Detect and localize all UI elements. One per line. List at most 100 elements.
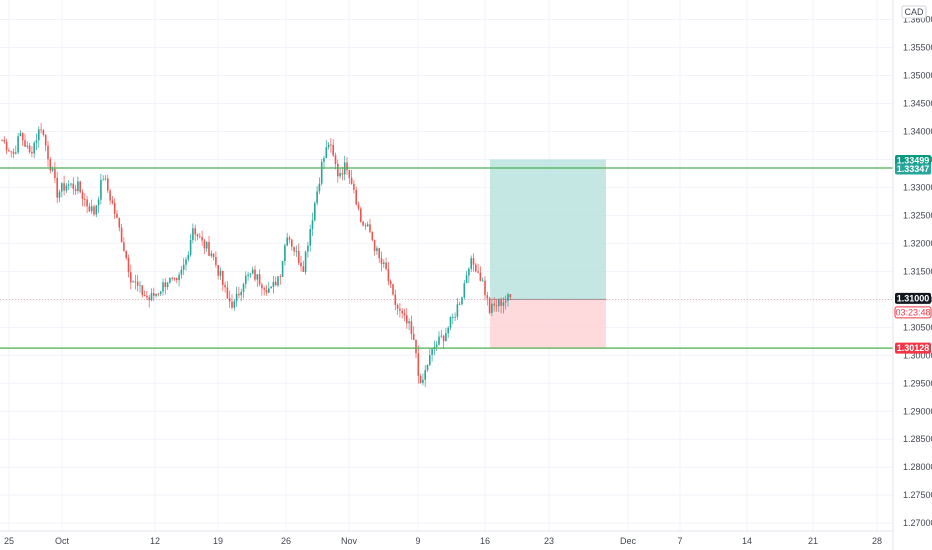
candle-up [19, 133, 22, 137]
candle-down [330, 144, 332, 146]
candle-up [314, 203, 316, 221]
candle-down [10, 151, 12, 153]
candle-up [504, 300, 507, 303]
candle-up [272, 281, 275, 287]
candle-up [219, 270, 222, 276]
candle-down [403, 313, 406, 316]
candle-down [84, 199, 86, 200]
candle-up [470, 258, 472, 269]
candle-down [3, 139, 6, 142]
candle-down [79, 181, 81, 193]
candle-up [465, 275, 468, 284]
candle-up [323, 158, 325, 162]
candle-down [477, 271, 479, 273]
x-tick-label: 19 [213, 536, 223, 546]
candle-down [224, 284, 226, 288]
candle-up [481, 280, 484, 282]
candle-down [355, 189, 357, 205]
y-tick-label: 1.29500 [903, 378, 932, 388]
candle-up [240, 291, 242, 296]
candle-up [438, 336, 440, 345]
candle-up [307, 245, 309, 252]
grid-lines [0, 0, 893, 531]
x-tick-label: 16 [480, 536, 490, 546]
y-tick-label: 1.27500 [903, 490, 932, 500]
candle-up [35, 140, 38, 143]
candle-down [130, 272, 132, 283]
candle-down [410, 321, 413, 335]
countdown-badge-bg [894, 306, 932, 319]
candle-down [88, 206, 91, 212]
candle-up [242, 284, 245, 292]
level-upper-badge-bg [895, 163, 931, 175]
y-tick-label: 1.32000 [903, 238, 932, 248]
candle-down [493, 303, 495, 306]
candle-up [26, 145, 29, 147]
horizontal-levels[interactable] [0, 167, 893, 349]
candle-down [93, 206, 95, 215]
candle-up [286, 237, 288, 246]
candle-down [258, 274, 261, 285]
candle-down [387, 269, 390, 282]
candle-down [293, 246, 295, 252]
candle-up [159, 291, 162, 294]
candle-up [58, 191, 61, 198]
candle-up [435, 344, 438, 347]
stop-price-badge: 1.30128 [897, 343, 930, 353]
candle-down [44, 134, 47, 146]
target-price-badge: 1.33499 [897, 155, 930, 165]
candle-up [185, 259, 187, 265]
candle-up [445, 333, 447, 342]
position-zones[interactable] [0, 159, 893, 349]
candle-down [385, 262, 387, 270]
countdown-badge: 03:23:48 [895, 307, 930, 317]
candle-up [150, 293, 153, 301]
candles [1, 123, 512, 387]
candle-down [228, 298, 231, 302]
candle-down [495, 305, 498, 307]
candle-down [24, 140, 26, 147]
candle-up [33, 142, 35, 154]
candle-up [376, 248, 378, 251]
candle-down [394, 294, 397, 306]
x-tick-label: 21 [808, 536, 818, 546]
candle-down [111, 200, 114, 203]
candle-down [291, 239, 293, 247]
candle-down [12, 151, 15, 154]
candle-down [21, 133, 24, 141]
candle-up [162, 282, 164, 292]
y-tick-label: 1.28000 [903, 462, 932, 472]
x-tick-label: Dec [620, 536, 637, 546]
candle-down [288, 237, 291, 240]
candle-down [8, 150, 10, 152]
candle-down [362, 221, 364, 226]
candle-up [178, 274, 180, 281]
candle-down [49, 159, 52, 171]
candle-down [274, 281, 277, 286]
candle-up [491, 303, 493, 313]
candle-down [215, 257, 217, 266]
candle-up [458, 304, 461, 305]
candle-down [364, 225, 367, 227]
candle-down [86, 199, 88, 207]
y-tick-label: 1.36000 [903, 15, 932, 25]
candle-down [107, 178, 109, 191]
y-tick-label: 1.30500 [903, 322, 932, 332]
target-price-badge-bg [895, 154, 931, 166]
candle-down [472, 258, 475, 265]
x-tick-label: 12 [150, 536, 160, 546]
candle-down [488, 298, 491, 313]
candle-down [120, 227, 123, 243]
candle-up [284, 245, 286, 262]
candle-up [426, 365, 429, 371]
candle-down [56, 177, 58, 198]
candle-down [346, 162, 348, 171]
candle-down [54, 168, 56, 178]
candle-down [348, 170, 351, 178]
x-tick-label: 23 [544, 536, 554, 546]
candle-down [113, 202, 116, 214]
candle-down [31, 151, 33, 154]
